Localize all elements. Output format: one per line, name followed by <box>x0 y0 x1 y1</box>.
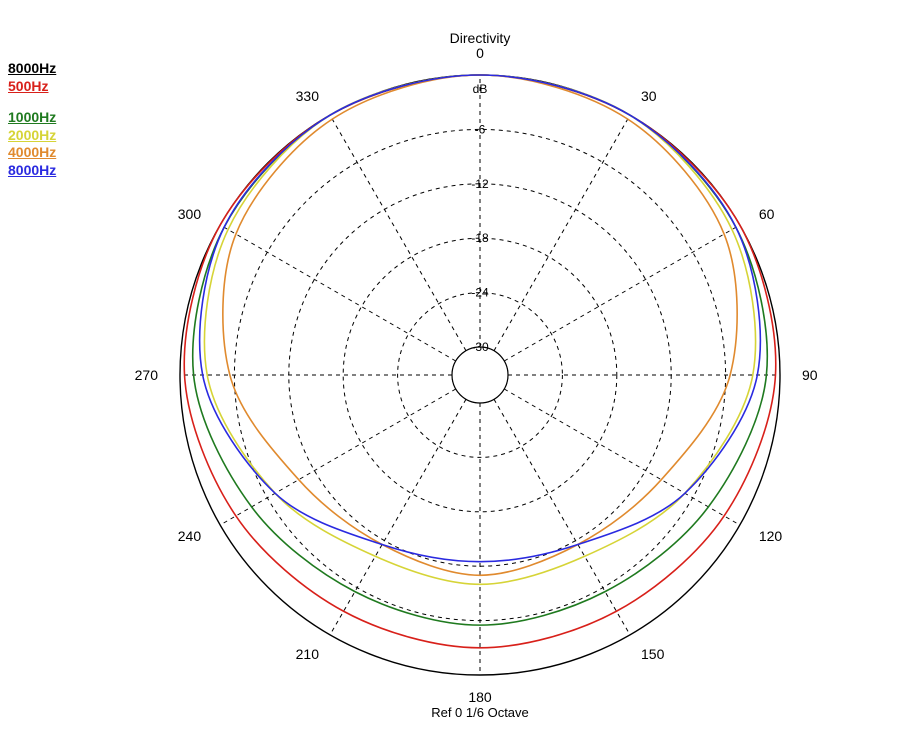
angle-tick-label: 270 <box>135 367 159 383</box>
legend-item: 1000Hz <box>8 109 56 127</box>
legend-group: 8000Hz500Hz <box>8 60 56 95</box>
angle-tick-label: 0 <box>476 45 484 61</box>
legend-item: 8000Hz <box>8 162 56 180</box>
db-ring-label: -30 <box>471 340 489 354</box>
db-ring-label: -24 <box>471 286 489 300</box>
legend-item: 4000Hz <box>8 144 56 162</box>
angle-tick-label: 60 <box>759 206 775 222</box>
legend-group: 1000Hz2000Hz4000Hz8000Hz <box>8 109 56 179</box>
legend-item: 500Hz <box>8 78 56 96</box>
db-unit-label: dB <box>473 82 488 96</box>
db-ring-label: -18 <box>471 231 489 245</box>
angle-tick-label: 90 <box>802 367 818 383</box>
angle-tick-label: 180 <box>468 689 492 705</box>
angle-tick-label: 330 <box>296 88 320 104</box>
legend: 8000Hz500Hz1000Hz2000Hz4000Hz8000Hz <box>8 60 56 193</box>
angle-tick-label: 120 <box>759 528 783 544</box>
angle-tick-label: 30 <box>641 88 657 104</box>
chart-title: Directivity <box>450 30 511 46</box>
chart-footer: Ref 0 1/6 Octave <box>431 705 529 720</box>
legend-item: 8000Hz <box>8 60 56 78</box>
db-ring-label: -6 <box>475 122 486 136</box>
db-ring-label: -12 <box>471 177 489 191</box>
angle-tick-label: 240 <box>178 528 202 544</box>
angle-tick-label: 210 <box>296 646 320 662</box>
polar-directivity-chart: { "title": "Directivity", "radial_unit":… <box>0 0 901 750</box>
polar-plot: 0 30 60 90 120 150 180 210 240 270 300 330 -6 -12 -18 -… <box>120 5 890 745</box>
legend-item: 2000Hz <box>8 127 56 145</box>
angle-tick-label: 300 <box>178 206 202 222</box>
angle-tick-label: 150 <box>641 646 665 662</box>
